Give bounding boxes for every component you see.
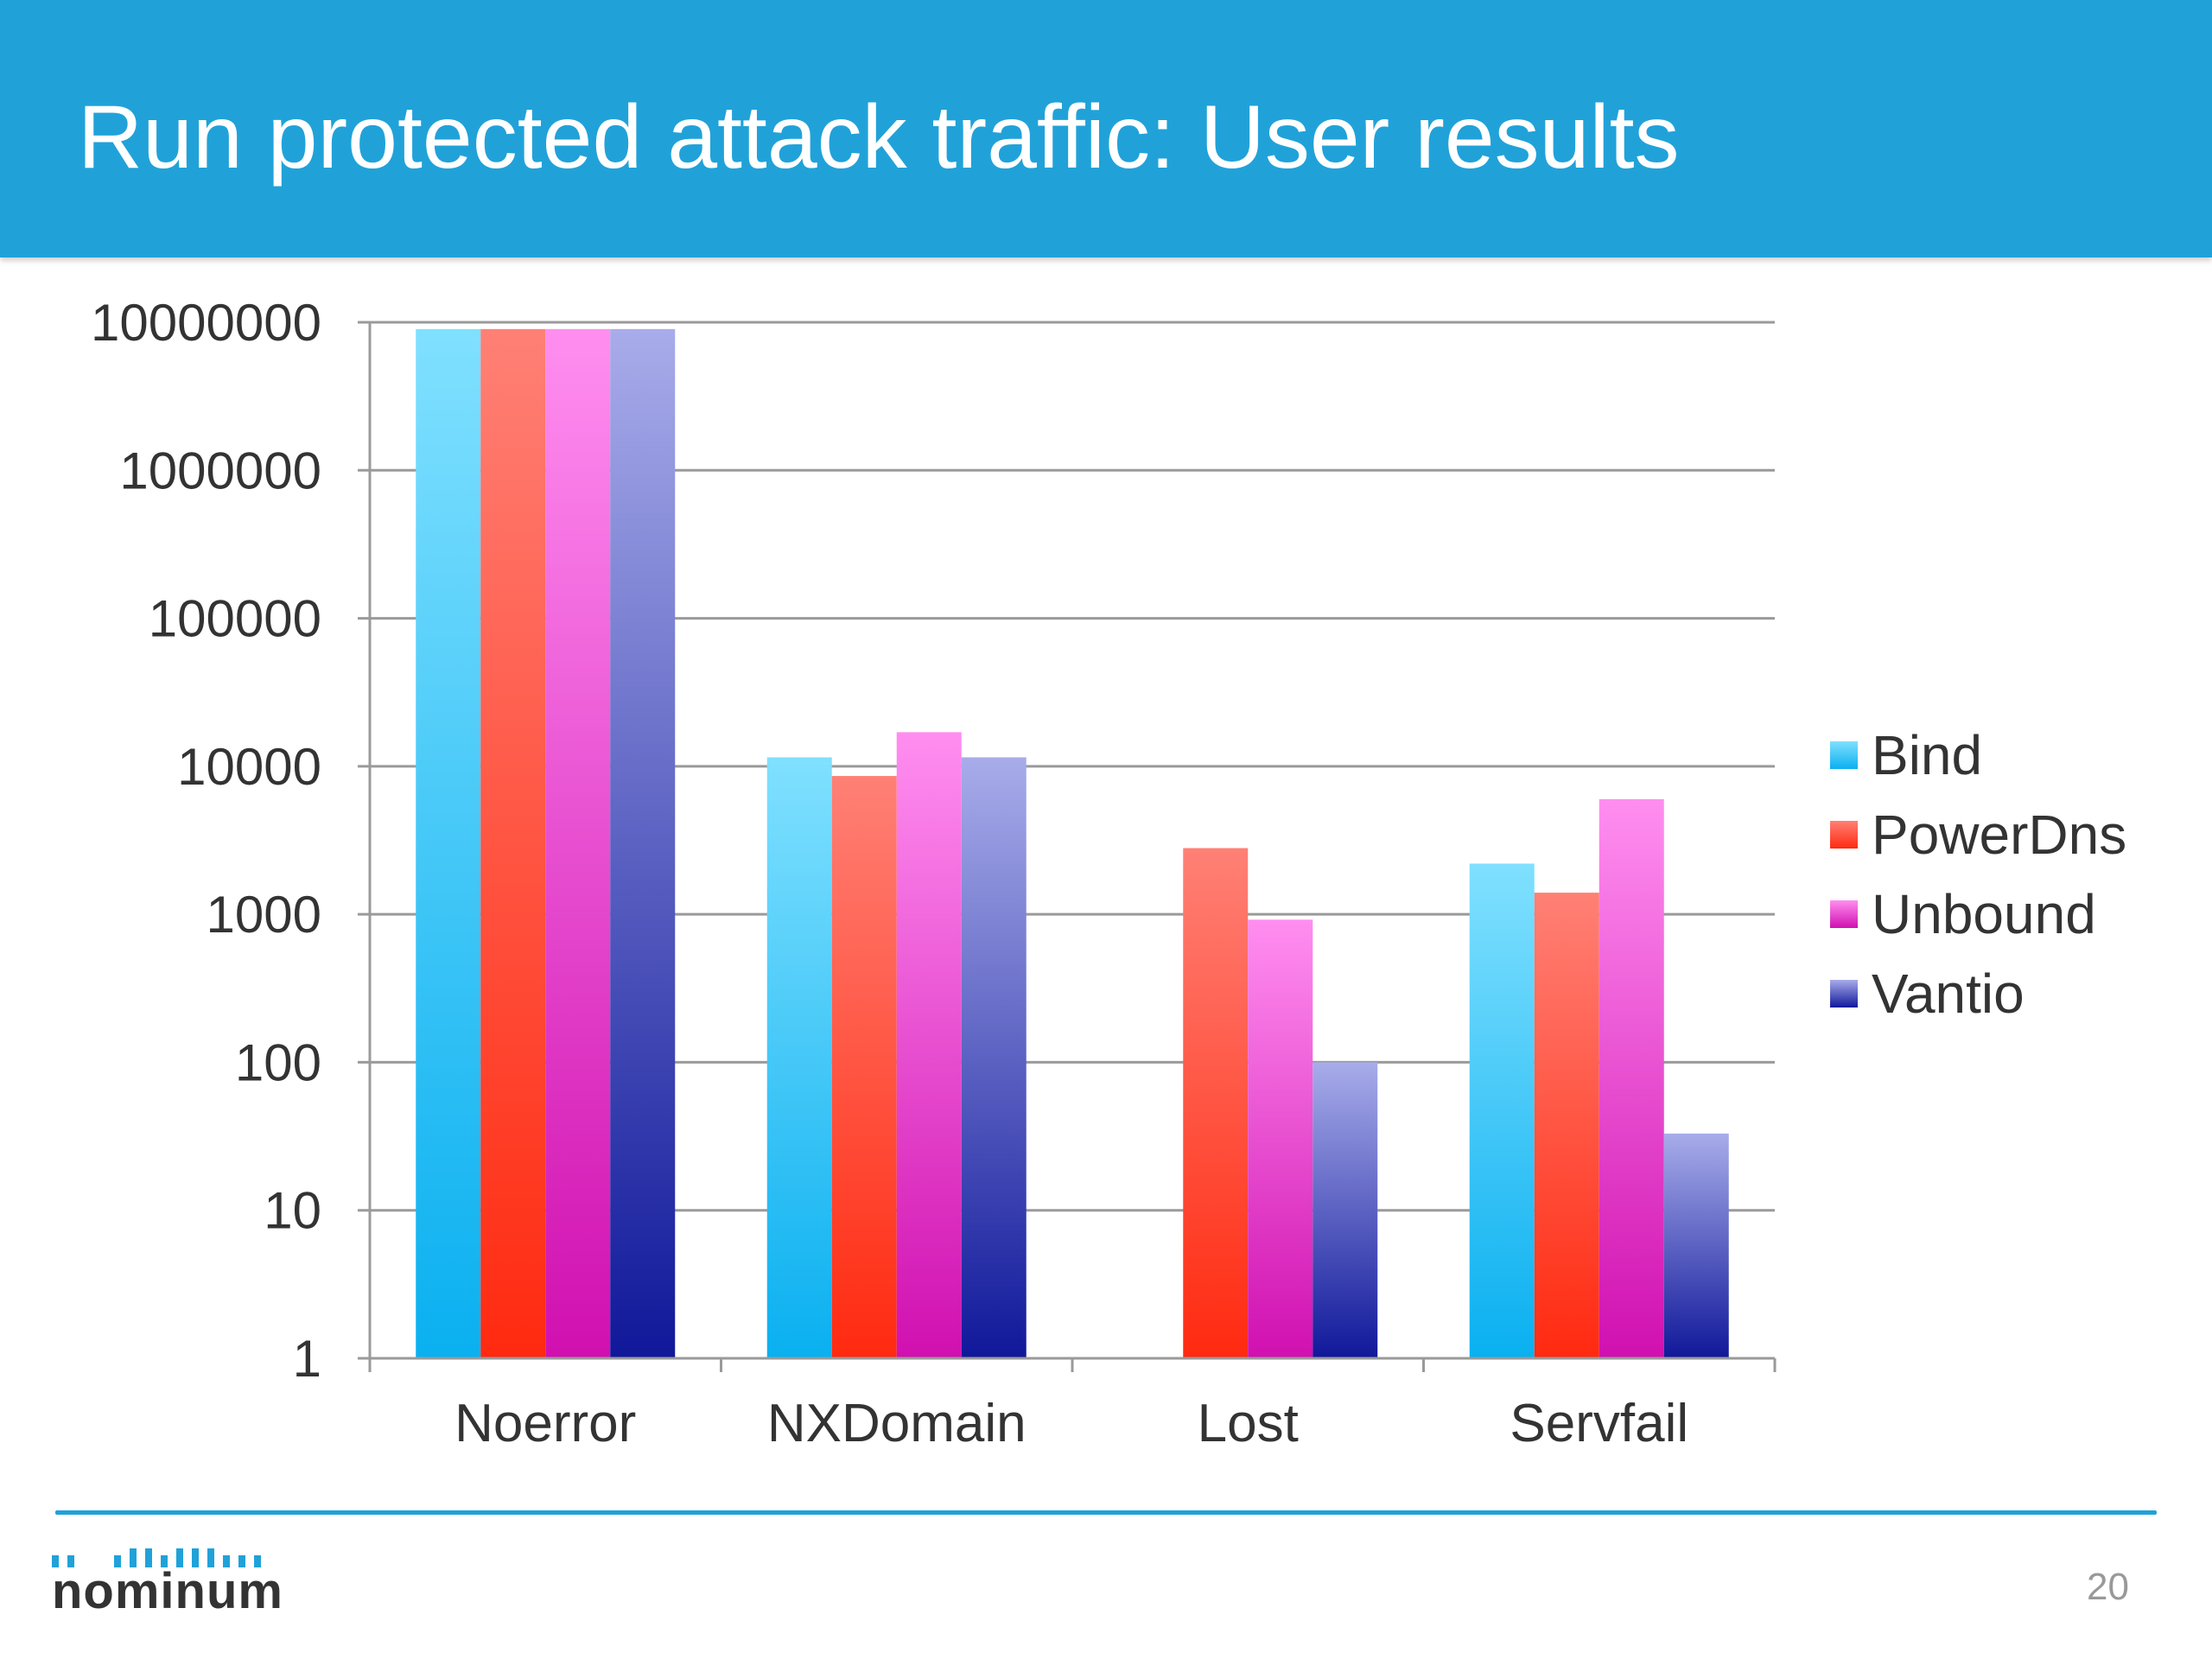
- bar-unbound-nxdomain: [896, 732, 962, 1358]
- x-category-label: Lost: [1198, 1394, 1299, 1453]
- bar-powerdns-lost: [1183, 848, 1249, 1358]
- x-category-label: NXDomain: [767, 1394, 1027, 1453]
- bar-vantio-servfail: [1663, 1133, 1729, 1358]
- bar-bind-noerror: [416, 328, 481, 1358]
- logo-dot: [223, 1555, 230, 1567]
- y-tick-label: 10: [264, 1182, 321, 1240]
- logo-dot: [192, 1548, 199, 1567]
- y-tick-label: 1000000: [119, 442, 321, 499]
- nominum-logo: nominum: [52, 1538, 283, 1624]
- x-category-label: Noerror: [454, 1394, 636, 1453]
- slide-title: Run protected attack traffic: User resul…: [78, 87, 1680, 188]
- logo-dot: [238, 1555, 245, 1567]
- logo-dot: [161, 1555, 168, 1567]
- y-tick-label: 10000: [177, 738, 321, 796]
- legend-swatch-bind: [1830, 741, 1858, 769]
- bar-bind-servfail: [1469, 863, 1535, 1358]
- legend: Bind PowerDns Unbound Vantio: [1830, 724, 2126, 1025]
- legend-label-bind: Bind: [1872, 724, 1982, 786]
- logo-dot: [67, 1555, 74, 1567]
- bar-unbound-lost: [1248, 919, 1313, 1358]
- y-tick-label: 100000: [149, 590, 321, 648]
- bar-vantio-lost: [1313, 1062, 1378, 1358]
- y-tick-label: 1: [293, 1330, 321, 1388]
- logo-dot: [176, 1548, 183, 1567]
- x-category-label: Servfail: [1510, 1394, 1688, 1453]
- legend-swatch-unbound: [1830, 900, 1858, 928]
- logo-dot: [207, 1548, 214, 1567]
- logo-dot: [130, 1548, 137, 1567]
- bars: [416, 328, 1729, 1358]
- bar-vantio-noerror: [610, 328, 676, 1358]
- bar-powerdns-noerror: [480, 328, 546, 1358]
- bar-unbound-servfail: [1599, 798, 1664, 1358]
- bar-bind-nxdomain: [766, 757, 832, 1358]
- logo-dot: [254, 1555, 261, 1567]
- axes: 1 10 100 1000 10000 100000 1000000 10000000 Noer…: [91, 294, 1777, 1453]
- logo-dots-icon: [52, 1548, 261, 1567]
- bar-chart: 1 10 100 1000 10000 100000 1000000 10000000 Noer…: [91, 294, 2126, 1453]
- bar-powerdns-nxdomain: [831, 776, 897, 1358]
- footer-divider: [55, 1510, 2157, 1515]
- logo-dot: [145, 1548, 152, 1567]
- y-tick-label: 1000: [207, 886, 321, 944]
- legend-label-vantio: Vantio: [1872, 963, 2024, 1025]
- y-tick-label: 100: [235, 1033, 321, 1091]
- y-tick-label: 10000000: [91, 294, 321, 352]
- legend-label-powerdns: PowerDns: [1872, 804, 2126, 866]
- page-number: 20: [2087, 1566, 2129, 1608]
- legend-swatch-vantio: [1830, 980, 1858, 1007]
- logo-dot: [114, 1555, 121, 1567]
- bar-vantio-nxdomain: [961, 757, 1027, 1358]
- bar-unbound-noerror: [545, 328, 611, 1358]
- legend-label-unbound: Unbound: [1872, 883, 2096, 945]
- legend-swatch-powerdns: [1830, 821, 1858, 849]
- title-bar: Run protected attack traffic: User resul…: [0, 0, 2212, 257]
- logo-dot: [52, 1555, 59, 1567]
- bar-powerdns-servfail: [1534, 893, 1599, 1358]
- logo-wordmark: nominum: [52, 1563, 283, 1619]
